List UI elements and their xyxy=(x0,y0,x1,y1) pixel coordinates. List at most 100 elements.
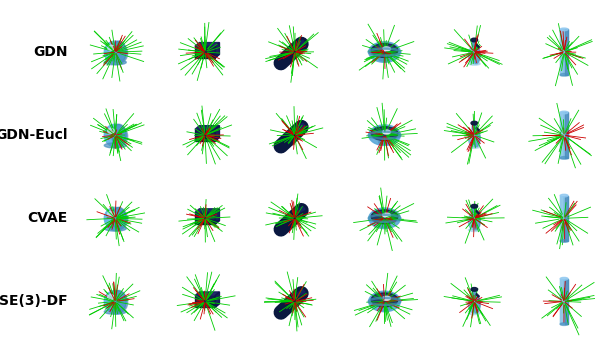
Ellipse shape xyxy=(111,207,126,229)
Ellipse shape xyxy=(111,290,126,313)
Ellipse shape xyxy=(382,296,390,300)
Polygon shape xyxy=(296,206,305,213)
Ellipse shape xyxy=(468,146,480,148)
Ellipse shape xyxy=(471,121,477,125)
Ellipse shape xyxy=(471,204,477,208)
Ellipse shape xyxy=(473,212,480,230)
Polygon shape xyxy=(565,279,568,324)
Polygon shape xyxy=(560,29,568,75)
Ellipse shape xyxy=(468,296,480,313)
Ellipse shape xyxy=(108,211,114,217)
Polygon shape xyxy=(476,293,479,297)
Ellipse shape xyxy=(105,42,128,64)
Polygon shape xyxy=(472,206,477,212)
Ellipse shape xyxy=(379,307,390,310)
Polygon shape xyxy=(472,124,477,130)
Ellipse shape xyxy=(108,128,114,133)
Polygon shape xyxy=(476,210,479,214)
Polygon shape xyxy=(565,112,568,158)
Polygon shape xyxy=(215,126,220,141)
Ellipse shape xyxy=(111,124,126,146)
Ellipse shape xyxy=(473,46,480,64)
Ellipse shape xyxy=(468,312,480,315)
Ellipse shape xyxy=(379,140,390,144)
Ellipse shape xyxy=(371,210,398,224)
Polygon shape xyxy=(195,304,220,307)
Polygon shape xyxy=(565,196,568,241)
Ellipse shape xyxy=(560,194,568,197)
Ellipse shape xyxy=(473,296,480,313)
Ellipse shape xyxy=(468,62,480,65)
Ellipse shape xyxy=(560,156,568,159)
Text: GDN-Eucl: GDN-Eucl xyxy=(0,128,67,142)
Ellipse shape xyxy=(104,207,126,229)
Ellipse shape xyxy=(105,125,128,148)
Polygon shape xyxy=(472,290,477,296)
Ellipse shape xyxy=(382,130,390,134)
Ellipse shape xyxy=(104,309,126,314)
Polygon shape xyxy=(296,40,305,47)
Polygon shape xyxy=(560,279,562,324)
Polygon shape xyxy=(565,29,568,75)
Ellipse shape xyxy=(560,74,568,76)
Ellipse shape xyxy=(369,42,400,62)
Polygon shape xyxy=(195,46,215,58)
Ellipse shape xyxy=(468,46,480,64)
Ellipse shape xyxy=(105,291,128,314)
Polygon shape xyxy=(472,40,477,46)
Ellipse shape xyxy=(468,130,480,147)
Polygon shape xyxy=(560,196,568,241)
Ellipse shape xyxy=(560,278,568,280)
Ellipse shape xyxy=(369,208,400,229)
Ellipse shape xyxy=(382,47,390,51)
Polygon shape xyxy=(560,29,562,75)
Ellipse shape xyxy=(104,290,126,313)
Polygon shape xyxy=(476,127,479,131)
Polygon shape xyxy=(195,296,215,307)
Ellipse shape xyxy=(471,38,477,42)
Ellipse shape xyxy=(104,41,126,63)
Ellipse shape xyxy=(104,226,126,231)
Ellipse shape xyxy=(560,28,568,31)
Ellipse shape xyxy=(111,41,126,63)
Polygon shape xyxy=(195,212,215,224)
Polygon shape xyxy=(560,196,562,241)
Text: CVAE: CVAE xyxy=(27,211,67,225)
Polygon shape xyxy=(195,43,220,46)
Ellipse shape xyxy=(471,288,477,291)
Polygon shape xyxy=(195,54,220,58)
Ellipse shape xyxy=(104,60,126,65)
Polygon shape xyxy=(195,126,220,130)
Polygon shape xyxy=(296,124,305,130)
Polygon shape xyxy=(560,112,568,158)
Polygon shape xyxy=(195,220,220,224)
Ellipse shape xyxy=(379,57,390,61)
Polygon shape xyxy=(476,44,479,48)
Polygon shape xyxy=(195,292,220,296)
Polygon shape xyxy=(195,138,220,141)
Ellipse shape xyxy=(560,111,568,114)
Ellipse shape xyxy=(371,43,398,57)
Ellipse shape xyxy=(468,212,480,230)
Ellipse shape xyxy=(468,229,480,231)
Polygon shape xyxy=(215,292,220,307)
Ellipse shape xyxy=(108,294,114,300)
Polygon shape xyxy=(195,130,215,141)
Ellipse shape xyxy=(371,127,398,140)
Ellipse shape xyxy=(560,240,568,242)
Polygon shape xyxy=(215,43,220,58)
Ellipse shape xyxy=(108,45,114,50)
Ellipse shape xyxy=(369,291,400,312)
Polygon shape xyxy=(560,279,568,324)
Text: GDN: GDN xyxy=(33,45,67,59)
Ellipse shape xyxy=(473,130,480,147)
Ellipse shape xyxy=(382,213,390,217)
Ellipse shape xyxy=(104,143,126,148)
Ellipse shape xyxy=(371,293,398,307)
Ellipse shape xyxy=(379,223,390,228)
Ellipse shape xyxy=(560,323,568,326)
Ellipse shape xyxy=(104,124,126,146)
Polygon shape xyxy=(215,209,220,224)
Ellipse shape xyxy=(105,208,128,231)
Polygon shape xyxy=(560,112,562,158)
